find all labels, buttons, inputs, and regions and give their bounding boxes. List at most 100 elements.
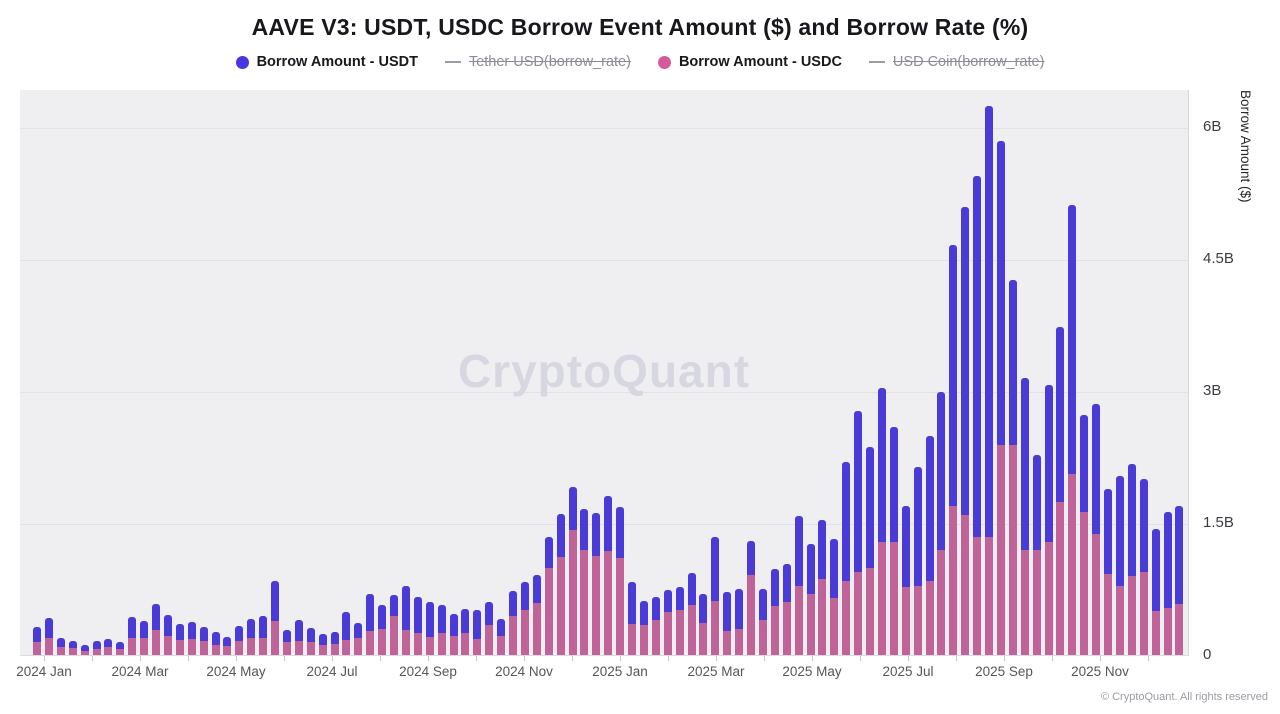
bar-stack[interactable] — [985, 106, 993, 656]
bar-stack[interactable] — [723, 591, 732, 656]
bar-stack[interactable] — [485, 602, 494, 656]
bar-stack[interactable] — [1008, 280, 1017, 656]
bar-stack[interactable] — [437, 604, 446, 656]
bar-stack[interactable] — [44, 618, 53, 656]
bar-stack[interactable] — [187, 621, 196, 656]
bar-stack[interactable] — [104, 639, 113, 656]
bar-stack[interactable] — [247, 619, 256, 656]
bar-stack[interactable] — [92, 641, 101, 656]
bar-stack[interactable] — [556, 514, 565, 656]
bar-stack[interactable] — [889, 427, 898, 656]
bar-stack[interactable] — [782, 563, 791, 656]
bar-stack[interactable] — [509, 590, 517, 656]
legend-item-usdc[interactable]: Borrow Amount - USDC — [657, 54, 842, 70]
bar-stack[interactable] — [1115, 476, 1124, 656]
bar-stack[interactable] — [342, 612, 351, 656]
bar-stack[interactable] — [175, 624, 184, 656]
bar-stack[interactable] — [568, 487, 577, 656]
bar-stack[interactable] — [294, 619, 303, 656]
bar-stack[interactable] — [1092, 404, 1101, 656]
legend-item-usdt[interactable]: Borrow Amount - USDT — [235, 54, 418, 70]
bar-stack[interactable] — [639, 600, 648, 656]
bar-stack[interactable] — [354, 622, 363, 656]
bar-stack[interactable] — [877, 387, 886, 656]
bar-stack[interactable] — [199, 626, 208, 656]
bar-stack[interactable] — [1056, 326, 1065, 656]
bar-stack[interactable] — [211, 632, 220, 656]
bar-stack[interactable] — [318, 634, 327, 656]
bar-stack[interactable] — [259, 615, 268, 656]
bar-stack[interactable] — [830, 538, 839, 656]
bar-stack[interactable] — [1044, 384, 1053, 656]
bar-stack[interactable] — [842, 462, 851, 656]
bar-stack[interactable] — [1151, 529, 1160, 656]
bar-stack[interactable] — [996, 141, 1005, 656]
bar-stack[interactable] — [735, 589, 744, 656]
bar-stack[interactable] — [56, 637, 65, 656]
legend-item-usdcoin-rate[interactable]: USD Coin(borrow_rate) — [868, 54, 1044, 70]
bar-stack[interactable] — [663, 590, 672, 656]
bar-stack[interactable] — [628, 582, 636, 656]
bar-stack[interactable] — [604, 495, 613, 656]
bar-stack[interactable] — [163, 614, 172, 656]
bar-stack[interactable] — [140, 620, 149, 656]
bar-stack[interactable] — [282, 630, 291, 656]
bar-stack[interactable] — [925, 436, 934, 656]
bar-stack[interactable] — [1104, 488, 1112, 656]
bar-stack[interactable] — [770, 568, 779, 656]
bar-stack[interactable] — [699, 593, 708, 656]
bar-stack[interactable] — [866, 446, 874, 656]
bar-stack[interactable] — [818, 519, 827, 656]
bar-stack[interactable] — [449, 613, 458, 656]
bar-stack[interactable] — [937, 392, 946, 656]
bar-stack[interactable] — [1032, 454, 1041, 656]
bar-stack[interactable] — [68, 641, 77, 656]
bar-stack[interactable] — [687, 573, 696, 656]
bar-stack[interactable] — [413, 597, 422, 656]
bar-stack[interactable] — [616, 507, 625, 656]
bar-stack[interactable] — [497, 619, 506, 656]
bar-stack[interactable] — [1080, 414, 1089, 656]
bar-stack[interactable] — [901, 506, 910, 656]
bar-stack[interactable] — [580, 509, 589, 656]
bar-stack[interactable] — [378, 604, 387, 656]
bar-stack[interactable] — [330, 632, 339, 656]
bar-stack[interactable] — [116, 641, 125, 656]
bar-stack[interactable] — [128, 617, 137, 656]
bar-stack[interactable] — [949, 245, 958, 656]
bar-stack[interactable] — [544, 537, 553, 656]
bar-stack[interactable] — [973, 176, 982, 656]
bar-stack[interactable] — [1175, 506, 1184, 656]
bar-stack[interactable] — [1020, 377, 1029, 656]
bar-stack[interactable] — [425, 602, 434, 656]
bar-stack[interactable] — [306, 627, 315, 656]
bar-stack[interactable] — [223, 636, 232, 656]
legend-item-tether-rate[interactable]: Tether USD(borrow_rate) — [444, 54, 631, 70]
bar-stack[interactable] — [366, 594, 375, 656]
bar-stack[interactable] — [1139, 479, 1148, 656]
bar-stack[interactable] — [758, 589, 767, 656]
bar-stack[interactable] — [1068, 205, 1077, 656]
bar-stack[interactable] — [592, 512, 601, 656]
bar-stack[interactable] — [473, 610, 482, 656]
bar-stack[interactable] — [235, 626, 244, 656]
bar-stack[interactable] — [854, 411, 863, 656]
bar-stack[interactable] — [747, 540, 755, 656]
bar-stack[interactable] — [390, 595, 398, 656]
bar-stack[interactable] — [271, 581, 279, 656]
bar-stack[interactable] — [461, 608, 470, 656]
bar-stack[interactable] — [152, 604, 160, 656]
bar-stack[interactable] — [651, 597, 660, 656]
bar-stack[interactable] — [711, 537, 720, 656]
bar-stack[interactable] — [80, 644, 89, 656]
bar-stack[interactable] — [806, 544, 815, 656]
bar-stack[interactable] — [1127, 464, 1136, 656]
bar-stack[interactable] — [33, 626, 41, 656]
bar-stack[interactable] — [532, 575, 541, 656]
bar-stack[interactable] — [961, 207, 970, 656]
bar-stack[interactable] — [520, 582, 529, 656]
bar-stack[interactable] — [913, 466, 922, 656]
bar-stack[interactable] — [794, 516, 803, 656]
bar-stack[interactable] — [401, 585, 410, 656]
bar-stack[interactable] — [1163, 511, 1172, 656]
